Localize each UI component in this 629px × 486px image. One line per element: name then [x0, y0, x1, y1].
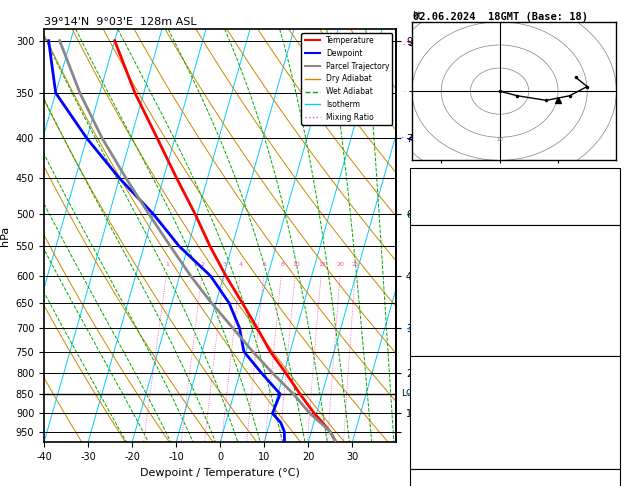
Text: 2: 2 — [201, 262, 205, 267]
Text: 25: 25 — [352, 262, 360, 267]
Text: Temp (°C): Temp (°C) — [414, 251, 462, 260]
Text: K: K — [414, 175, 420, 184]
Text: θᴄ(K): θᴄ(K) — [414, 288, 441, 297]
Text: 1: 1 — [610, 306, 616, 315]
Text: 15: 15 — [318, 262, 326, 267]
Text: Mixing Ratio (g/kg): Mixing Ratio (g/kg) — [423, 229, 433, 309]
Y-axis label: hPa: hPa — [0, 226, 10, 246]
Text: 8: 8 — [280, 262, 284, 267]
Text: 4: 4 — [239, 262, 243, 267]
Text: Most Unstable: Most Unstable — [477, 363, 553, 373]
Text: Lifted Index: Lifted Index — [414, 306, 479, 315]
Text: 6: 6 — [263, 262, 267, 267]
Legend: Temperature, Dewpoint, Parcel Trajectory, Dry Adiabat, Wet Adiabat, Isotherm, Mi: Temperature, Dewpoint, Parcel Trajectory… — [301, 33, 392, 125]
Text: 02.06.2024  18GMT (Base: 18): 02.06.2024 18GMT (Base: 18) — [413, 12, 587, 22]
Text: 0: 0 — [610, 325, 616, 334]
Text: 10: 10 — [292, 262, 300, 267]
Text: 329: 329 — [599, 400, 616, 410]
Text: 10: 10 — [496, 137, 503, 142]
Text: 326: 326 — [599, 288, 616, 297]
Text: 3: 3 — [223, 262, 227, 267]
Text: 24.3: 24.3 — [594, 251, 616, 260]
Text: θᴄ (K): θᴄ (K) — [414, 400, 446, 410]
Text: 50: 50 — [605, 193, 616, 203]
Text: Pressure (mb): Pressure (mb) — [414, 382, 484, 391]
Text: © weatheronline.co.uk: © weatheronline.co.uk — [464, 472, 568, 481]
Text: 26: 26 — [605, 175, 616, 184]
Text: 20: 20 — [496, 183, 503, 189]
Text: 800: 800 — [599, 382, 616, 391]
Text: Lifted Index: Lifted Index — [414, 419, 479, 428]
Text: LCL: LCL — [401, 389, 418, 399]
Text: 0: 0 — [610, 419, 616, 428]
Text: 2.8: 2.8 — [599, 212, 616, 221]
Text: 25: 25 — [605, 437, 616, 447]
Text: 1: 1 — [165, 262, 169, 267]
Text: Surface: Surface — [494, 232, 535, 242]
Text: CAPE (J): CAPE (J) — [414, 325, 457, 334]
Text: PW (cm): PW (cm) — [414, 212, 452, 221]
Text: Dewp (°C): Dewp (°C) — [414, 269, 462, 278]
Text: 20: 20 — [337, 262, 345, 267]
Text: Totals Totals: Totals Totals — [414, 193, 484, 203]
X-axis label: Dewpoint / Temperature (°C): Dewpoint / Temperature (°C) — [140, 468, 300, 478]
Text: CIN (J): CIN (J) — [414, 456, 452, 465]
Text: Hodograph: Hodograph — [488, 476, 542, 486]
Y-axis label: km
ASL: km ASL — [418, 226, 435, 245]
Text: 39°14'N  9°03'E  128m ASL: 39°14'N 9°03'E 128m ASL — [44, 17, 197, 27]
Text: 118: 118 — [599, 456, 616, 465]
Text: CAPE (J): CAPE (J) — [414, 437, 457, 447]
Text: 13.9: 13.9 — [594, 269, 616, 278]
Text: kt: kt — [412, 11, 421, 21]
Text: CIN (J): CIN (J) — [414, 343, 452, 352]
Text: 0: 0 — [610, 343, 616, 352]
